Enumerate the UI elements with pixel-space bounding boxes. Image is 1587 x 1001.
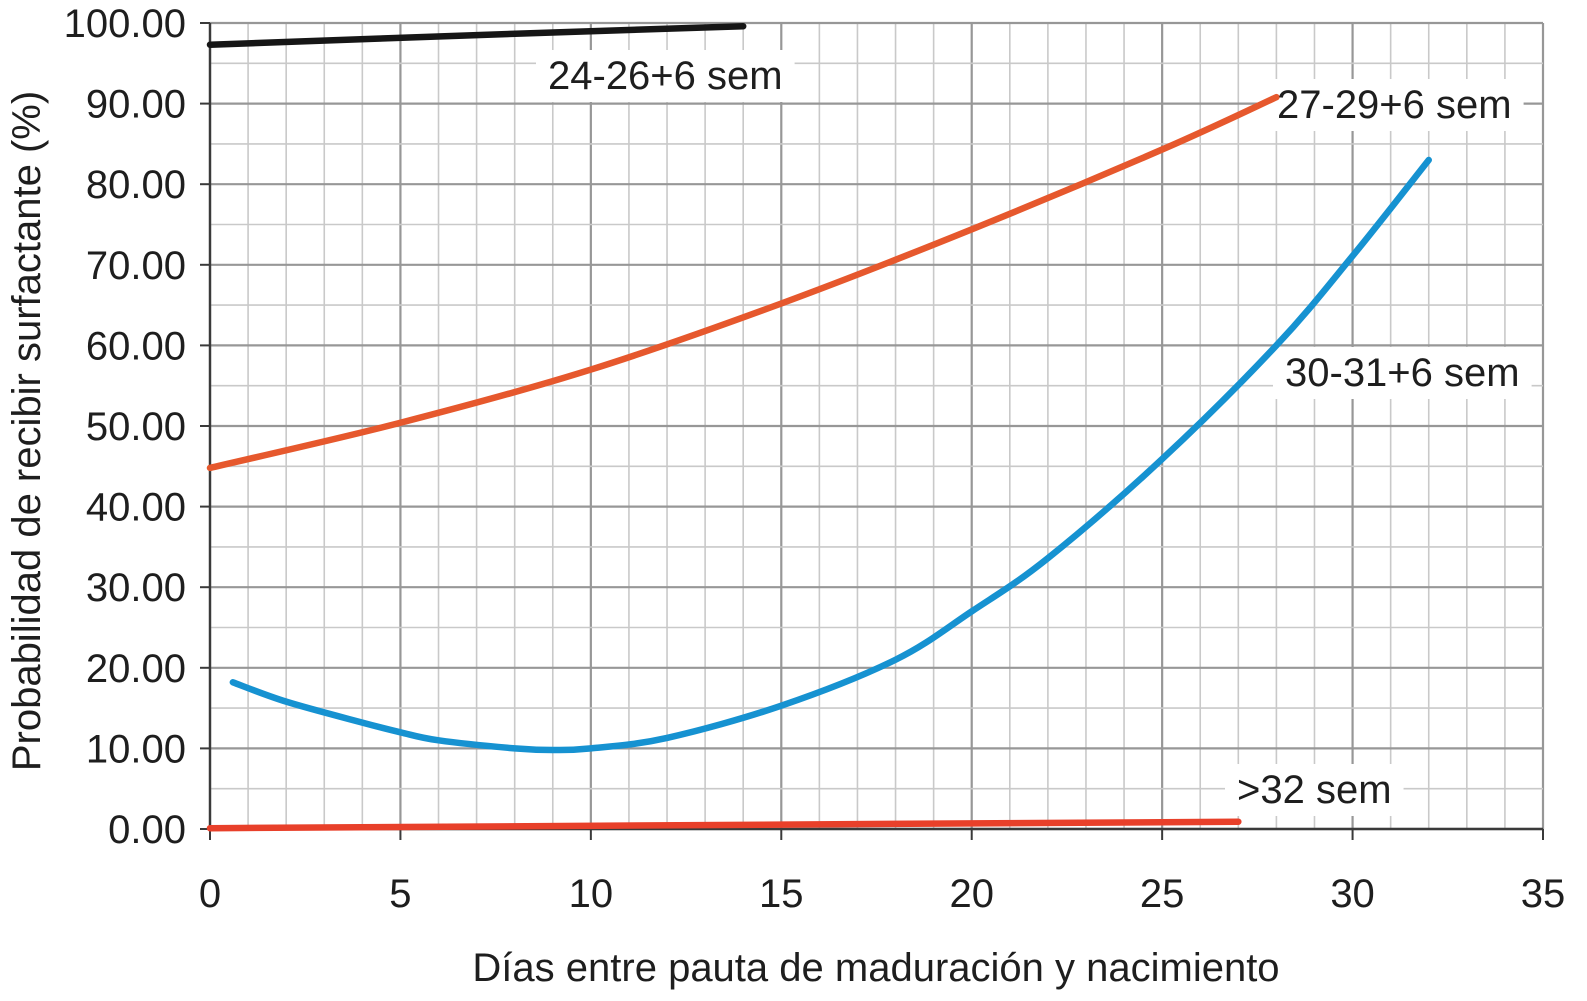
x-tick-label: 5	[389, 872, 411, 916]
x-tick-label: 30	[1330, 872, 1375, 916]
y-tick-label: 20.00	[86, 647, 186, 691]
series-label-24-26-6-sem: 24-26+6 sem	[548, 54, 783, 98]
series-label-background	[1225, 764, 1404, 816]
y-tick-label: 60.00	[86, 324, 186, 368]
series-label-backgrounds	[536, 50, 1532, 816]
y-tick-label: 30.00	[86, 566, 186, 610]
y-tick-label: 100.00	[64, 2, 186, 46]
y-tick-label: 10.00	[86, 727, 186, 771]
x-tick-label: 20	[949, 872, 994, 916]
series-line-24-26-6-sem	[206, 22, 747, 49]
x-tick-label: 35	[1521, 872, 1566, 916]
x-axis-title: Días entre pauta de maduración y nacimie…	[472, 946, 1279, 990]
series-label-background	[536, 50, 795, 102]
series-label-background	[1265, 79, 1524, 131]
x-tick-label: 25	[1140, 872, 1185, 916]
tick-labels: 0 5 10 15 20 25 30 35 0.00 10.00 20.00 30.00 40.00 50…	[64, 2, 1566, 916]
x-tick-label: 10	[569, 872, 614, 916]
series-label-30-31-6-sem: 30-31+6 sem	[1285, 351, 1520, 395]
series-label-background	[1273, 347, 1532, 399]
series-label-27-29-6-sem: 27-29+6 sem	[1277, 83, 1512, 127]
x-tick-label: 15	[759, 872, 804, 916]
y-tick-label: 40.00	[86, 486, 186, 530]
series-lines	[206, 22, 1432, 832]
series-line-30-31-6-sem	[229, 156, 1432, 754]
x-tick-label: 0	[199, 872, 221, 916]
y-tick-label: 0.00	[108, 808, 186, 852]
y-tick-label: 90.00	[86, 83, 186, 127]
grid	[208, 21, 1545, 831]
series-label-32-sem: >32 sem	[1237, 768, 1392, 812]
y-tick-label: 50.00	[86, 405, 186, 449]
y-axis-title: Probabilidad de recibir surfactante (%)	[5, 91, 49, 771]
series-labels: 24-26+6 sem 27-29+6 sem 30-31+6 sem >32 sem	[548, 54, 1520, 812]
series-line-32-sem	[206, 818, 1242, 832]
series-line-27-29-6-sem	[206, 93, 1280, 472]
y-tick-label: 80.00	[86, 163, 186, 207]
y-tick-label: 70.00	[86, 244, 186, 288]
